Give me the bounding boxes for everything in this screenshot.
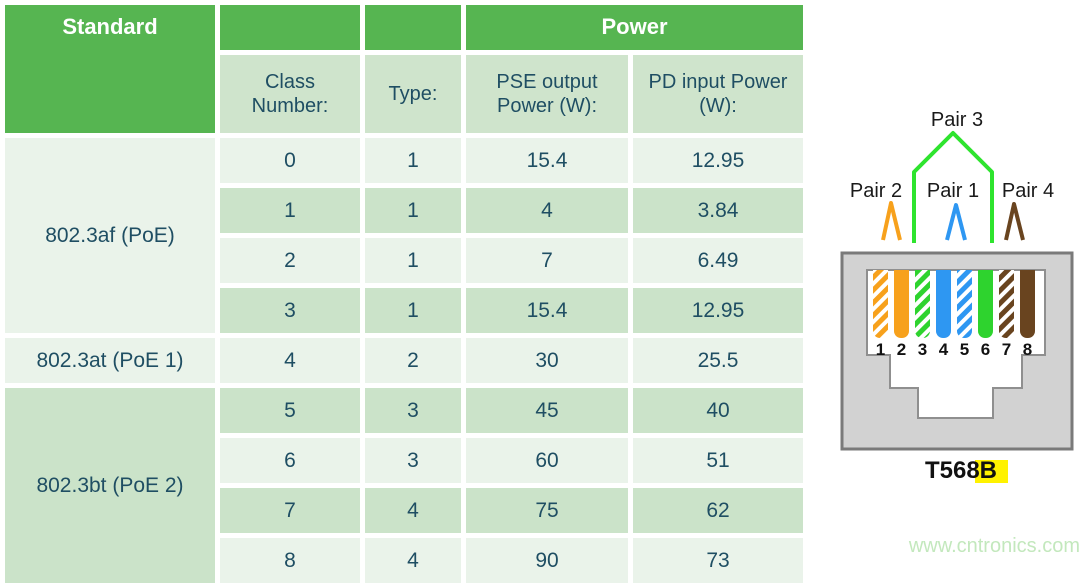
pin-number-5: 5	[960, 340, 969, 359]
subheader-pd-input: PD input Power (W):	[633, 55, 803, 133]
pair2-label: Pair 2	[850, 180, 902, 202]
pair3-label: Pair 3	[931, 109, 983, 131]
cell-pd: 3.84	[633, 188, 803, 233]
subheader-pse-output: PSE output Power (W):	[466, 55, 628, 133]
rj45-t568b-diagram: Pair 3 Pair 2 Pair 1 Pair 4 1 2 3 4 5 6 …	[830, 95, 1080, 485]
cell-type: 1	[365, 238, 461, 283]
cell-class: 0	[220, 138, 360, 183]
wire-4-blue	[936, 270, 951, 338]
cell-pd: 62	[633, 488, 803, 533]
table-row: 802.3af (PoE) 0 1 15.4 12.95	[5, 138, 803, 333]
cell-type: 3	[365, 438, 461, 483]
highlight-marker	[975, 460, 1008, 483]
subheader-class-number: Class Number:	[220, 55, 360, 133]
cell-pse: 75	[466, 488, 628, 533]
wire-7-white-brown	[999, 270, 1014, 338]
table-row: 802.3at (PoE 1) 4 2 30 25.5	[5, 338, 803, 383]
pair4-label: Pair 4	[1002, 180, 1054, 202]
subheader-type: Type:	[365, 55, 461, 133]
cell-pse: 15.4	[466, 288, 628, 333]
pair3-bracket	[912, 131, 994, 243]
watermark-text: www.cntronics.com	[908, 535, 1080, 557]
cell-type: 2	[365, 338, 461, 383]
wire-3-white-green	[915, 270, 930, 338]
column-header-power: Power	[466, 5, 803, 50]
table-row: 2 1 7 6.49	[5, 238, 803, 283]
group-cell-8023bt: 802.3bt (PoE 2)	[5, 388, 215, 583]
group-cell-8023af: 802.3af (PoE)	[5, 138, 215, 333]
cell-pse: 7	[466, 238, 628, 283]
pin-number-7: 7	[1002, 340, 1011, 359]
cell-class: 5	[220, 388, 360, 433]
cell-pd: 12.95	[633, 138, 803, 183]
cell-pse: 45	[466, 388, 628, 433]
subheader-row: Class Number: Type: PSE output Power (W)…	[5, 55, 803, 133]
cell-pse: 30	[466, 338, 628, 383]
cell-type: 4	[365, 538, 461, 583]
pair1-label: Pair 1	[927, 180, 979, 202]
pin-number-3: 3	[918, 340, 927, 359]
cell-type: 1	[365, 188, 461, 233]
wire-1-white-orange	[873, 270, 888, 338]
table-row: 3 1 15.4 12.95	[5, 288, 803, 333]
cell-class: 1	[220, 188, 360, 233]
wire-8-brown	[1020, 270, 1035, 338]
column-header-standard: Standard	[5, 5, 215, 133]
t568b-label: T568B	[925, 457, 997, 484]
group-cell-8023at: 802.3at (PoE 1)	[5, 338, 215, 383]
header-spacer-type	[365, 5, 461, 50]
wire-2-orange	[894, 270, 909, 338]
cell-pd: 40	[633, 388, 803, 433]
cell-pse: 90	[466, 538, 628, 583]
header-row: Standard Power	[5, 5, 803, 133]
cell-type: 3	[365, 388, 461, 433]
cell-class: 2	[220, 238, 360, 283]
header-spacer-class	[220, 5, 360, 50]
cell-pd: 12.95	[633, 288, 803, 333]
cell-pd: 25.5	[633, 338, 803, 383]
cell-class: 7	[220, 488, 360, 533]
cell-class: 3	[220, 288, 360, 333]
cell-type: 1	[365, 138, 461, 183]
cell-pd: 51	[633, 438, 803, 483]
cell-pd: 73	[633, 538, 803, 583]
cell-type: 1	[365, 288, 461, 333]
wire-6-green	[978, 270, 993, 338]
pair1-bracket	[945, 203, 967, 241]
pin-number-4: 4	[939, 340, 949, 359]
cell-type: 4	[365, 488, 461, 533]
cell-pse: 15.4	[466, 138, 628, 183]
pair4-bracket	[1004, 202, 1025, 241]
wire-5-white-blue	[957, 270, 972, 338]
pin-number-8: 8	[1023, 340, 1032, 359]
cell-pse: 4	[466, 188, 628, 233]
cell-pse: 60	[466, 438, 628, 483]
pair2-bracket	[881, 201, 902, 241]
cell-class: 8	[220, 538, 360, 583]
cell-class: 6	[220, 438, 360, 483]
table-row: 7 4 75 62	[5, 488, 803, 533]
pin-number-2: 2	[897, 340, 906, 359]
table-row: 1 1 4 3.84	[5, 188, 803, 233]
pin-number-1: 1	[876, 340, 885, 359]
cell-pd: 6.49	[633, 238, 803, 283]
cell-class: 4	[220, 338, 360, 383]
table-row: 802.3bt (PoE 2) 5 3 45 40	[5, 388, 803, 583]
table-row: 6 3 60 51	[5, 438, 803, 483]
poe-standards-table: Standard Power Class Number: Type: PSE o…	[5, 5, 803, 583]
pin-number-6: 6	[981, 340, 990, 359]
